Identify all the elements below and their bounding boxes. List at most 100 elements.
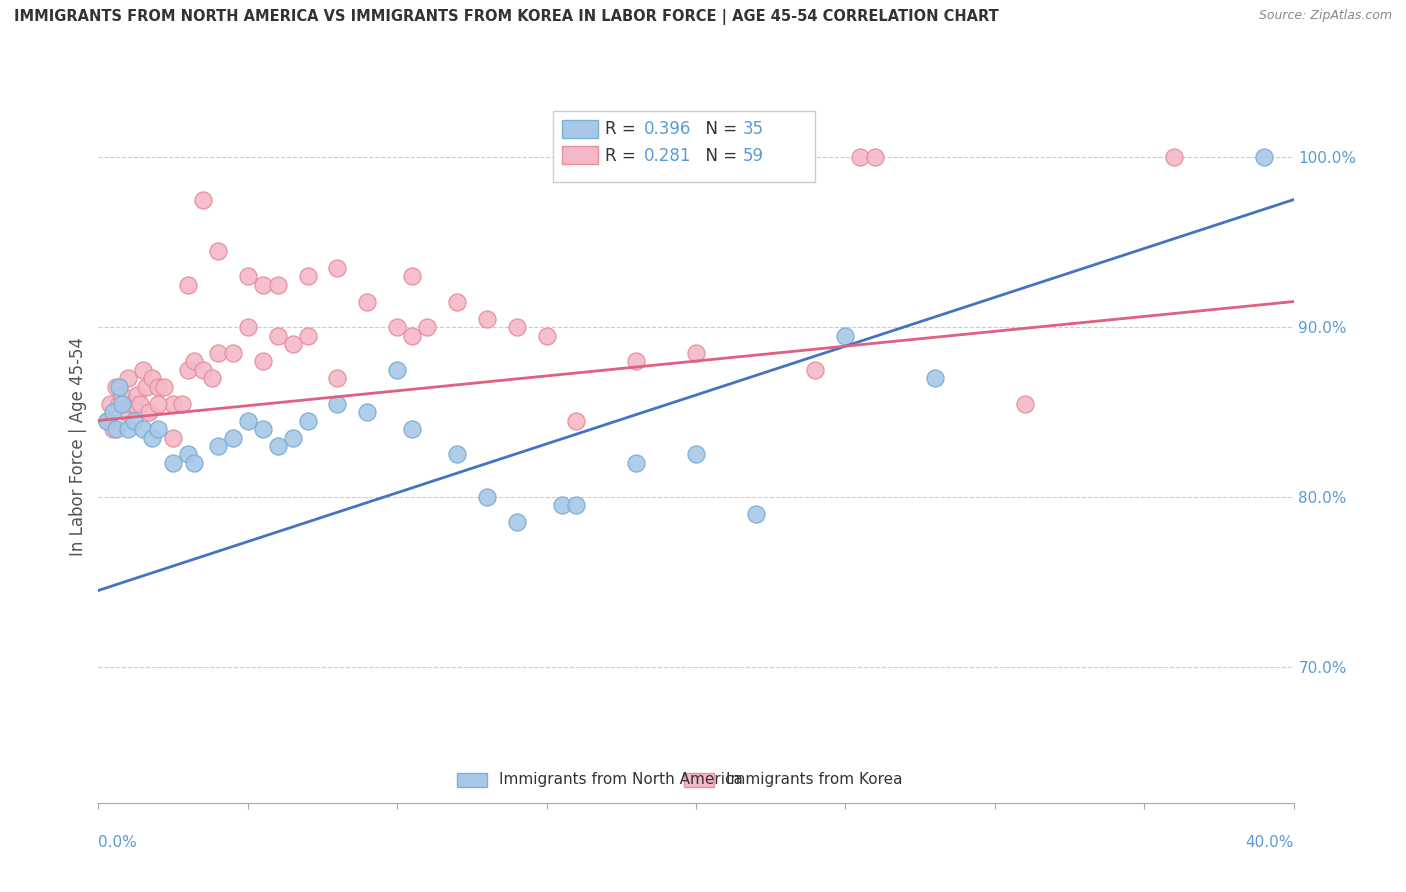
Point xyxy=(416,320,439,334)
Point xyxy=(177,448,200,462)
Point xyxy=(114,405,136,419)
Point xyxy=(222,430,245,444)
Point xyxy=(401,328,423,343)
Point xyxy=(177,362,200,376)
Point xyxy=(536,328,558,343)
Point xyxy=(162,430,184,444)
Bar xyxy=(685,772,714,787)
Point xyxy=(148,422,170,436)
Point xyxy=(685,448,707,462)
Point xyxy=(111,388,134,402)
Point xyxy=(124,396,146,410)
Point xyxy=(565,499,588,513)
Point xyxy=(1014,396,1036,410)
Text: N =: N = xyxy=(695,146,742,164)
Point xyxy=(222,345,245,359)
Point xyxy=(96,413,118,427)
Point xyxy=(1253,150,1275,164)
Point xyxy=(124,413,146,427)
Point xyxy=(148,396,170,410)
Point xyxy=(506,320,529,334)
Point xyxy=(148,379,170,393)
Point xyxy=(252,354,274,368)
Point xyxy=(281,430,304,444)
Point xyxy=(446,294,468,309)
Point xyxy=(281,337,304,351)
Point xyxy=(475,490,498,504)
Point xyxy=(98,396,122,410)
Text: 0.281: 0.281 xyxy=(644,146,690,164)
Point xyxy=(326,260,349,275)
Point xyxy=(111,396,134,410)
Point xyxy=(162,456,184,470)
Point xyxy=(177,277,200,292)
Point xyxy=(105,379,128,393)
Point xyxy=(236,269,259,284)
Bar xyxy=(457,772,486,787)
Point xyxy=(108,379,131,393)
Point xyxy=(103,405,125,419)
Point xyxy=(326,396,349,410)
Point xyxy=(297,413,319,427)
Point xyxy=(120,396,142,410)
Text: 0.0%: 0.0% xyxy=(98,835,138,850)
Text: Source: ZipAtlas.com: Source: ZipAtlas.com xyxy=(1258,9,1392,22)
Point xyxy=(297,328,319,343)
Point xyxy=(132,362,155,376)
Text: R =: R = xyxy=(605,146,641,164)
Point xyxy=(626,354,648,368)
Point xyxy=(236,320,259,334)
Point xyxy=(96,413,118,427)
Point xyxy=(446,448,468,462)
Point xyxy=(236,413,259,427)
Text: Immigrants from Korea: Immigrants from Korea xyxy=(725,772,903,788)
Text: 40.0%: 40.0% xyxy=(1246,835,1294,850)
Point xyxy=(141,371,163,385)
Point xyxy=(127,388,149,402)
Point xyxy=(924,371,946,385)
Text: IMMIGRANTS FROM NORTH AMERICA VS IMMIGRANTS FROM KOREA IN LABOR FORCE | AGE 45-5: IMMIGRANTS FROM NORTH AMERICA VS IMMIGRA… xyxy=(14,9,998,25)
Point xyxy=(117,422,139,436)
Point xyxy=(834,328,856,343)
Point xyxy=(132,422,155,436)
Point xyxy=(105,422,128,436)
Point xyxy=(252,277,274,292)
Point xyxy=(385,320,409,334)
Bar xyxy=(562,120,598,137)
Point xyxy=(267,328,290,343)
Point xyxy=(117,371,139,385)
Point xyxy=(1163,150,1185,164)
Point xyxy=(201,371,224,385)
Text: 0.396: 0.396 xyxy=(644,120,690,138)
Point xyxy=(191,193,214,207)
Point xyxy=(207,244,229,258)
Point xyxy=(297,269,319,284)
Y-axis label: In Labor Force | Age 45-54: In Labor Force | Age 45-54 xyxy=(69,336,87,556)
Text: 59: 59 xyxy=(742,146,763,164)
Point xyxy=(108,396,131,410)
Point xyxy=(135,379,157,393)
Point xyxy=(141,430,163,444)
Point xyxy=(565,413,588,427)
Point xyxy=(183,354,205,368)
Point xyxy=(103,422,125,436)
Point xyxy=(252,422,274,436)
Point xyxy=(385,362,409,376)
Point xyxy=(401,269,423,284)
Text: N =: N = xyxy=(695,120,742,138)
Point xyxy=(267,277,290,292)
Point xyxy=(550,499,572,513)
FancyBboxPatch shape xyxy=(553,111,815,182)
Point xyxy=(129,396,152,410)
Point xyxy=(138,405,160,419)
Point xyxy=(356,405,378,419)
Point xyxy=(356,294,378,309)
Point xyxy=(183,456,205,470)
Text: Immigrants from North America: Immigrants from North America xyxy=(499,772,742,788)
Point xyxy=(849,150,872,164)
Text: 35: 35 xyxy=(742,120,763,138)
Point xyxy=(207,345,229,359)
Point xyxy=(153,379,176,393)
Point xyxy=(162,396,184,410)
Point xyxy=(685,345,707,359)
